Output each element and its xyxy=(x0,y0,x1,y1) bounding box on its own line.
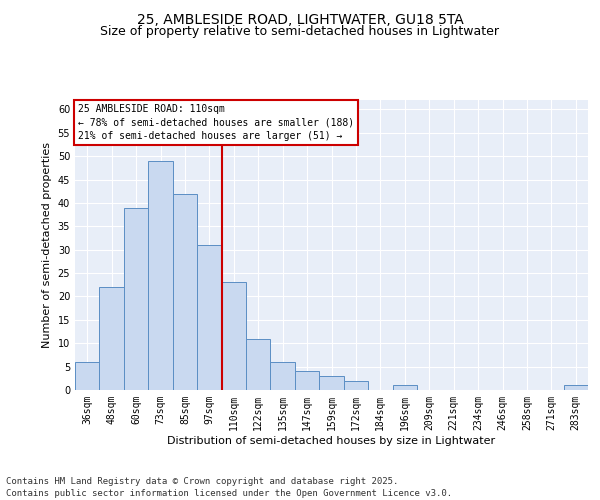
Bar xyxy=(295,372,319,390)
Bar xyxy=(148,161,173,390)
Y-axis label: Number of semi-detached properties: Number of semi-detached properties xyxy=(42,142,52,348)
Bar xyxy=(221,282,246,390)
Bar xyxy=(271,362,295,390)
Text: Contains HM Land Registry data © Crown copyright and database right 2025.
Contai: Contains HM Land Registry data © Crown c… xyxy=(6,476,452,498)
Bar xyxy=(197,245,221,390)
Bar xyxy=(100,287,124,390)
Text: 25 AMBLESIDE ROAD: 110sqm
← 78% of semi-detached houses are smaller (188)
21% of: 25 AMBLESIDE ROAD: 110sqm ← 78% of semi-… xyxy=(77,104,353,141)
X-axis label: Distribution of semi-detached houses by size in Lightwater: Distribution of semi-detached houses by … xyxy=(167,436,496,446)
Bar xyxy=(392,386,417,390)
Bar xyxy=(344,380,368,390)
Bar xyxy=(173,194,197,390)
Text: Size of property relative to semi-detached houses in Lightwater: Size of property relative to semi-detach… xyxy=(101,25,499,38)
Bar xyxy=(246,338,271,390)
Bar xyxy=(319,376,344,390)
Bar xyxy=(124,208,148,390)
Bar xyxy=(563,386,588,390)
Bar xyxy=(75,362,100,390)
Text: 25, AMBLESIDE ROAD, LIGHTWATER, GU18 5TA: 25, AMBLESIDE ROAD, LIGHTWATER, GU18 5TA xyxy=(137,12,463,26)
